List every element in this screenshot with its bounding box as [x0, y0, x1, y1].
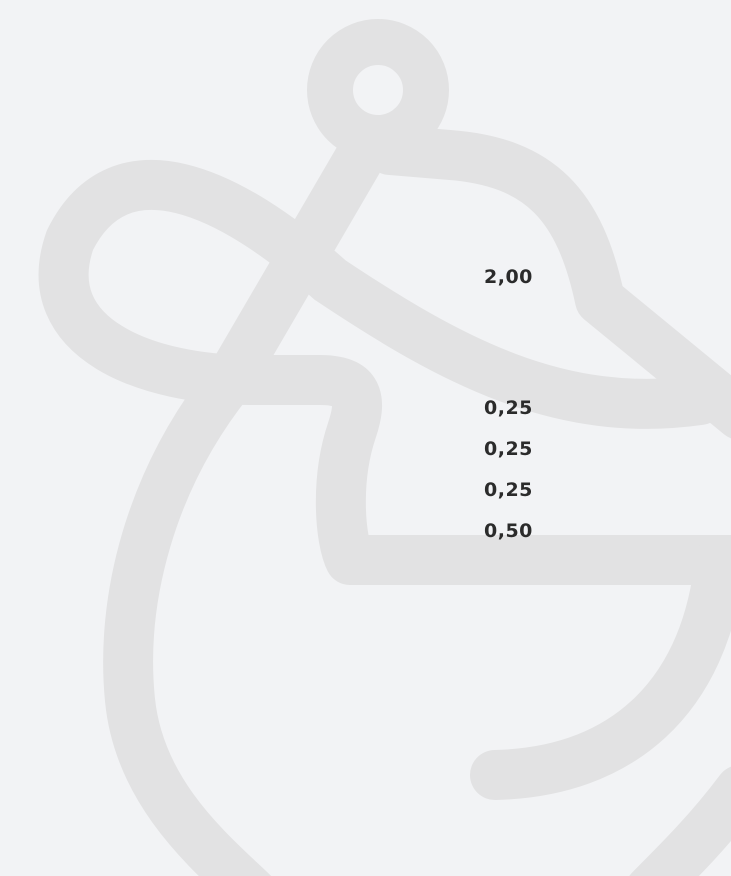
page: 2,000,250,250,250,50 (() => { const data…	[0, 0, 731, 876]
price: 0,25	[484, 478, 533, 502]
background-logo	[0, 0, 731, 876]
price: 0,50	[484, 519, 533, 543]
price: 2,00	[484, 265, 533, 289]
price: 0,25	[484, 437, 533, 461]
price: 0,25	[484, 396, 533, 420]
